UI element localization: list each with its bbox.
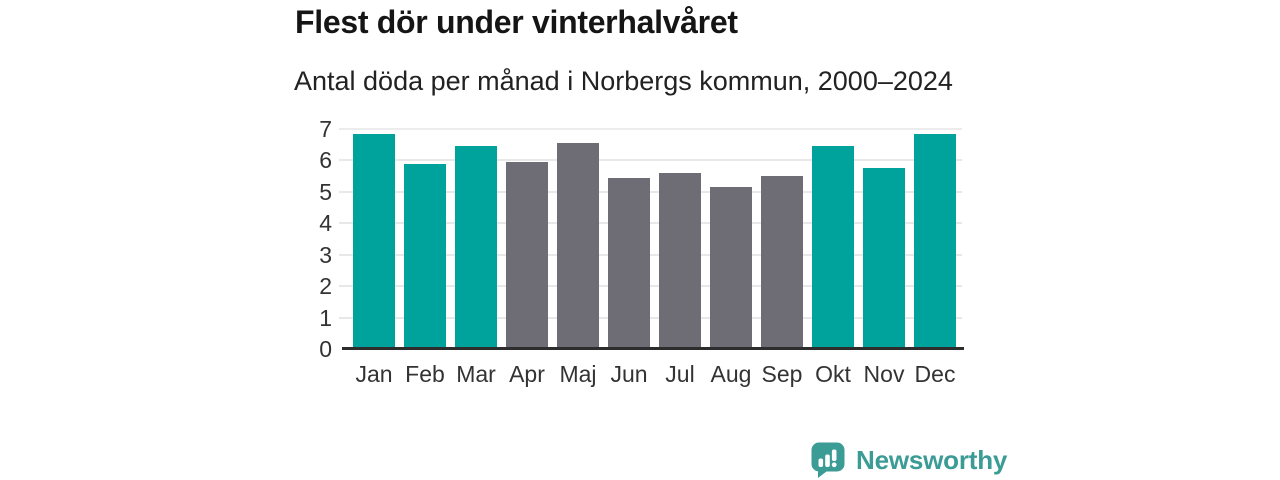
gridline-y7: [339, 128, 962, 130]
chart-title: Flest dör under vinterhalvåret: [295, 4, 738, 40]
x-axis-label-dec: Dec: [914, 361, 956, 387]
y-axis-tick-7: 7: [319, 116, 332, 142]
x-axis-label-jul: Jul: [665, 361, 695, 387]
x-axis-label-maj: Maj: [559, 361, 597, 387]
gridline-y5: [339, 190, 962, 193]
bar-aug: [710, 187, 752, 349]
newsworthy-bar-chart-bubble-icon: [811, 442, 845, 478]
bar-jul: [659, 173, 701, 349]
newsworthy-logo-text: Newsworthy: [856, 444, 1008, 475]
gridline-y4: [339, 222, 962, 225]
y-axis-tick-3: 3: [319, 241, 332, 268]
chart-subtitle: Antal döda per månad i Norbergs kommun, …: [294, 66, 953, 96]
x-axis-label-nov: Nov: [863, 361, 905, 387]
bar-jun: [608, 177, 650, 349]
x-axis-label-aug: Aug: [710, 361, 752, 387]
gridline-y1: [339, 316, 962, 319]
bar-jan: [353, 133, 395, 349]
y-axis-tick-6: 6: [319, 147, 332, 174]
x-axis-line: [342, 347, 964, 350]
y-axis-tick-2: 2: [319, 273, 332, 300]
x-axis-label-okt: Okt: [815, 361, 851, 387]
newsworthy-logo: Newsworthy: [810, 441, 1007, 479]
bar-dec: [914, 133, 956, 349]
y-axis-tick-1: 1: [319, 304, 332, 331]
bar-nov: [863, 168, 905, 349]
plot-area: 0 1 2 3 4 5 6 7 Jan Feb Mar Apr Maj Jun Jul Aug Sep Okt No…: [319, 116, 964, 387]
gridline-y2: [339, 285, 962, 288]
x-axis-label-mar: Mar: [456, 361, 496, 387]
x-axis-label-apr: Apr: [509, 361, 545, 387]
bar-mar: [455, 146, 497, 349]
x-axis-label-jun: Jun: [610, 361, 648, 387]
y-axis-tick-0: 0: [319, 336, 332, 362]
bar-okt: [812, 146, 854, 349]
y-axis-tick-4: 4: [319, 210, 332, 237]
gridline-y6: [339, 159, 962, 162]
gridline-y3: [339, 253, 962, 256]
y-axis-tick-5: 5: [319, 178, 332, 205]
x-axis-label-jan: Jan: [355, 361, 393, 387]
x-axis-label-feb: Feb: [405, 361, 445, 387]
bar-feb: [404, 163, 446, 349]
x-axis-label-sep: Sep: [761, 361, 803, 387]
bar-maj: [557, 143, 599, 349]
bar-apr: [506, 162, 548, 349]
bar-sep: [761, 176, 803, 349]
